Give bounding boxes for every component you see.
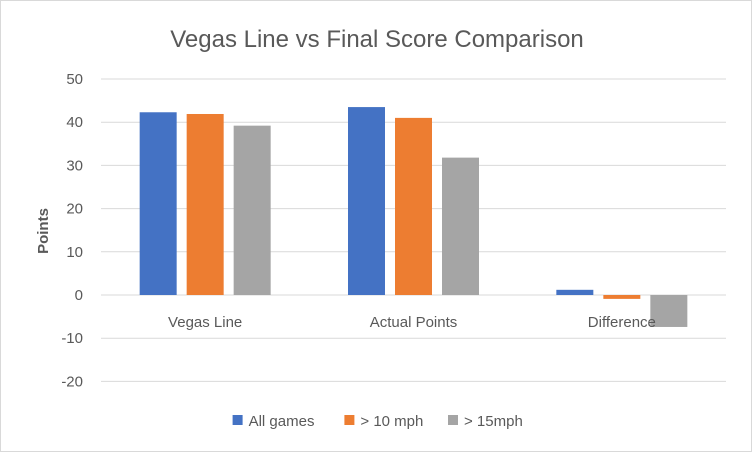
legend-swatch (232, 415, 243, 425)
bar (348, 107, 385, 295)
bar (442, 157, 479, 295)
bar (139, 112, 177, 295)
y-tick-label: 40 (66, 114, 83, 131)
category-label: Vegas Line (168, 314, 242, 331)
chart-title: Vegas Line vs Final Score Comparison (170, 26, 584, 53)
y-tick-label: 20 (66, 201, 83, 218)
bar (650, 295, 688, 327)
bar (556, 289, 594, 295)
category-labels: Vegas Line Actual Points Difference (168, 314, 656, 331)
legend-label: All games (249, 413, 315, 430)
legend-swatch (344, 415, 355, 425)
y-tick-label: -20 (61, 373, 83, 390)
bar (603, 295, 641, 299)
legend: All games > 10 mph > 15mph (232, 413, 523, 430)
y-tick-label: 30 (66, 157, 83, 174)
y-axis-ticks: 50 40 30 20 10 0 -10 -20 (61, 71, 83, 390)
y-tick-label: 0 (75, 287, 83, 304)
legend-label: > 10 mph (360, 413, 423, 430)
legend-label: > 15mph (464, 413, 523, 430)
legend-swatch (448, 415, 458, 425)
y-tick-label: -10 (61, 330, 83, 347)
bar (233, 125, 271, 295)
bar (186, 113, 224, 295)
y-tick-label: 10 (66, 244, 83, 261)
bars (139, 107, 688, 327)
category-label: Actual Points (370, 314, 458, 331)
bar (395, 117, 432, 295)
category-label: Difference (588, 314, 656, 331)
y-axis-label: Points (35, 208, 52, 254)
y-tick-label: 50 (66, 71, 83, 88)
